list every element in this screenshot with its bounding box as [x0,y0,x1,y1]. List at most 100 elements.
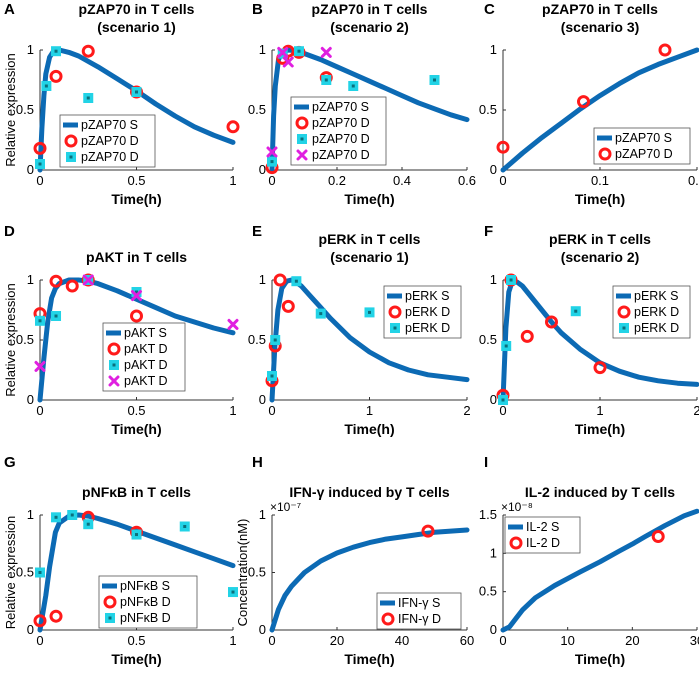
legend-label: IL-2 D [526,536,560,550]
square-marker-center [270,374,274,378]
square-marker-center [273,338,277,342]
square-marker-center [504,344,508,348]
legend: pZAP70 S pZAP70 D [593,127,691,165]
circle-data-point [421,524,435,538]
legend-item: pERK D [390,321,450,335]
legend-item: pZAP70 S [597,131,672,145]
square-data-point [131,529,142,540]
legend-label: pZAP70 D [312,132,370,146]
chart-title: (scenario 2) [561,249,640,265]
square-marker-center [86,522,90,526]
x-tick-label: 0 [36,633,43,648]
y-tick-label: 0 [27,622,34,637]
legend-marker-swatch [296,149,308,161]
x-axis-label: Time(h) [575,191,625,207]
circle-data-point [658,43,672,57]
cross-stroke [282,56,294,68]
x-axis-label: Time(h) [111,651,161,667]
x-tick-label: 0.5 [127,633,145,648]
panel-label: G [4,454,16,471]
square-marker-center [294,279,298,283]
chart-title: pZAP70 in T cells [79,1,195,17]
legend-label: pZAP70 D [312,148,370,162]
y-tick-label: 1 [490,42,497,57]
cross-data-point [277,46,289,58]
y-tick-label: 0 [490,162,497,177]
x-tick-label: 0 [268,403,275,418]
x-tick-label: 20 [330,633,344,648]
panel-label: D [4,223,15,240]
legend-label: pZAP70 D [81,134,139,148]
legend-item: pZAP70 D [297,132,370,146]
legend-item: pNFκB D [105,611,171,625]
square-data-point [35,159,45,169]
square-data-point [51,46,62,57]
legend-marker-swatch [617,305,631,319]
legend-marker-swatch [295,116,309,130]
circle-data-point [81,44,95,58]
x-tick-label: 40 [395,633,409,648]
legend-label: pERK D [405,321,450,335]
square-data-point [501,341,512,351]
x-tick-label: 0.6 [458,173,476,188]
legend: IL-2 S IL-2 D [504,516,581,554]
y-tick-label: 0.5 [16,332,34,347]
legend: pAKT S pAKT D pAKT D pAKT D [102,322,186,392]
chart-title: (scenario 3) [561,19,640,35]
circle-data-point [130,309,143,323]
square-marker-center [393,326,397,330]
legend-label: pERK S [405,289,449,303]
x-axis-label: Time(h) [575,421,625,437]
legend-item: pAKT D [107,342,168,356]
square-marker-center [501,398,505,402]
legend: pZAP70 S pZAP70 D pZAP70 D pZAP70 D [290,96,387,166]
cross-data-point [34,360,46,372]
y-axis-exponent: ×10⁻⁸ [501,500,533,514]
y-tick-label: 1 [259,272,266,287]
legend-marker-swatch [108,375,120,387]
legend-box [504,516,581,554]
legend: pNFκB S pNFκB D pNFκB D [98,575,198,629]
y-tick-label: 0.5 [248,565,266,580]
x-tick-label: 30 [690,633,699,648]
legend: pZAP70 S pZAP70 D pZAP70 D [59,114,156,168]
series-line [500,508,699,633]
square-marker-center [300,137,304,141]
legend-item: pZAP70 D [598,147,673,161]
circle-data-point [65,279,79,293]
legend-item: IL-2 S [508,520,559,534]
y-axis-label: Concentration(nM) [235,519,250,627]
square-marker-center [54,515,58,519]
square-marker-center [44,84,48,88]
square-data-point [348,81,359,91]
y-tick-label: 1 [490,545,497,560]
legend-item: pNFκB S [102,579,170,593]
chart-title: (scenario 2) [330,19,409,35]
square-marker-center [135,90,138,94]
cross-data-point [131,290,142,302]
legend-label: pNFκB D [120,595,171,609]
legend-item: IFN-γ S [380,596,440,610]
legend-label: pERK D [634,305,679,319]
legend: IFN-γ S IFN-γ D [376,592,462,630]
cross-stroke [108,375,120,387]
legend-label: pAKT D [124,374,168,388]
square-data-point [293,46,304,57]
legend-marker-swatch [388,305,402,319]
series-line [269,527,470,633]
square-data-point [83,93,94,103]
cross-stroke [277,46,289,58]
legend-label: pZAP70 S [81,118,138,132]
y-tick-label: 1 [27,507,34,522]
y-tick-label: 0.5 [16,565,34,580]
circle-data-point [49,69,63,83]
cross-data-point [320,46,332,58]
square-data-point [51,512,62,523]
square-data-point [51,311,62,321]
x-tick-label: 10 [560,633,574,648]
x-axis-label: Time(h) [111,421,161,437]
